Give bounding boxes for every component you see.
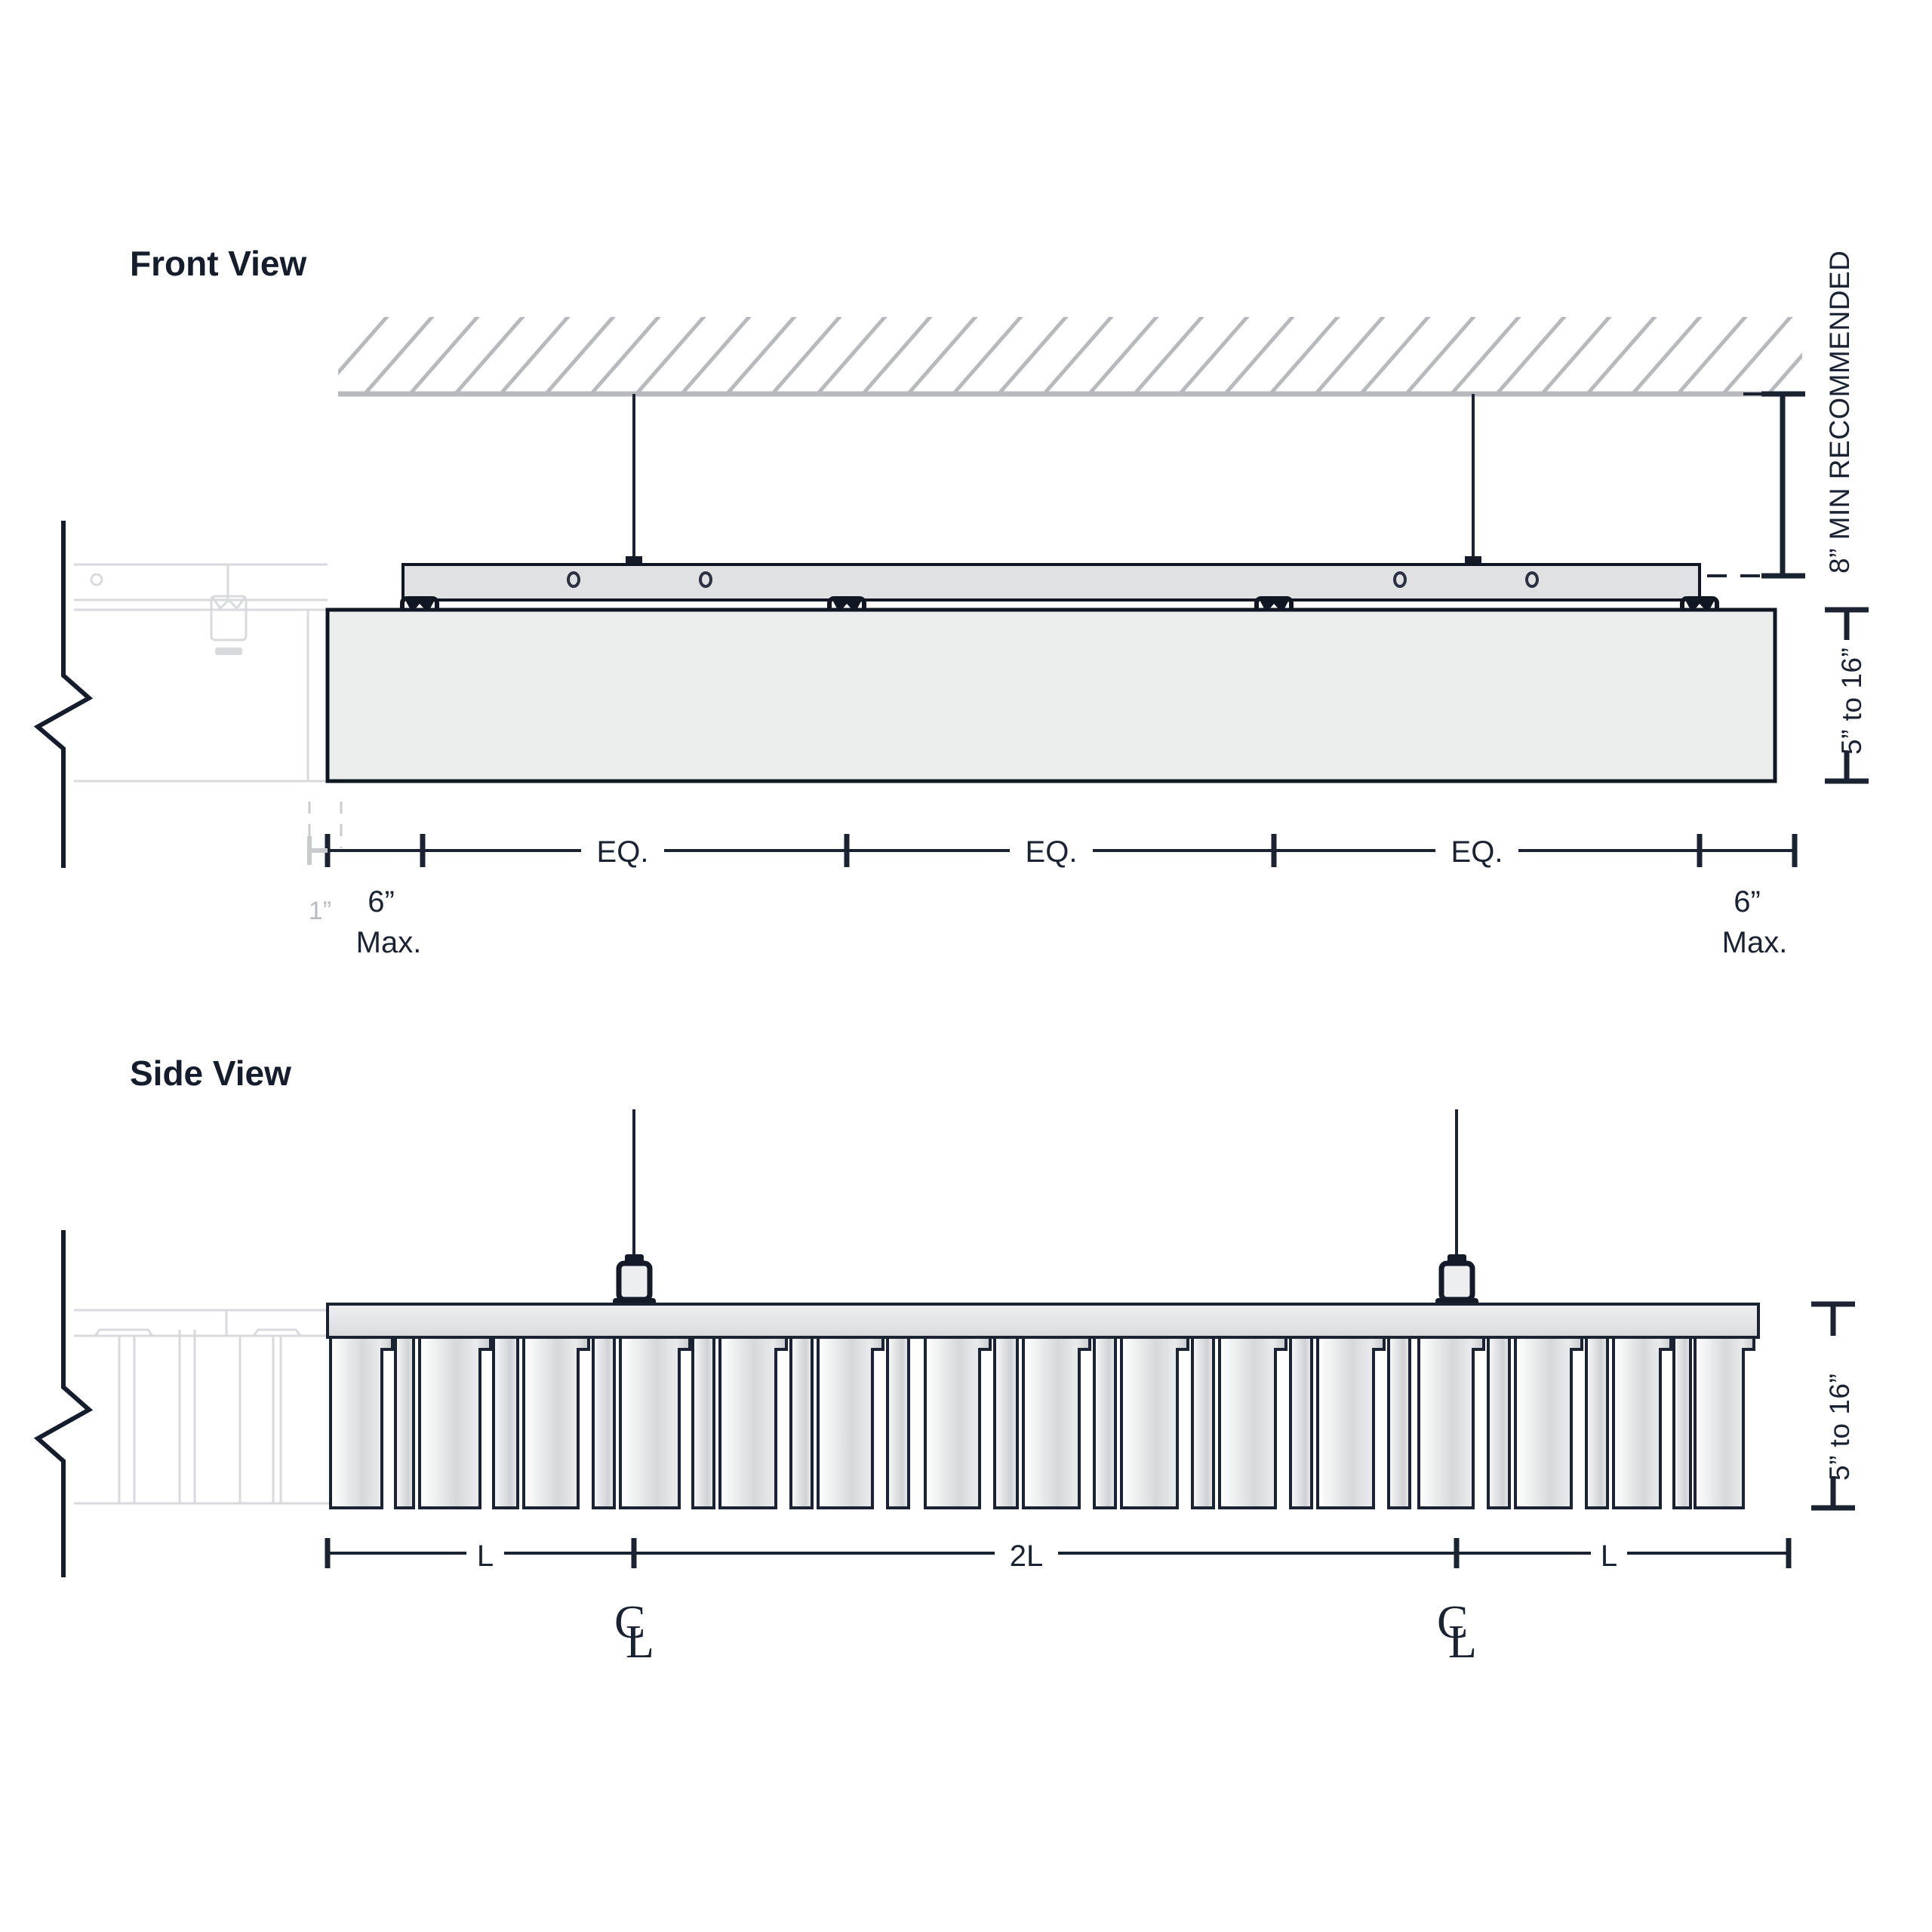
baffle-fin (1612, 1336, 1672, 1509)
baffle-fin (1022, 1336, 1091, 1509)
suspension-cable-side-right (1435, 1109, 1478, 1306)
ceiling-hatch (338, 317, 1802, 395)
break-symbol-side (33, 1230, 94, 1577)
suspension-cable-front-left (626, 394, 642, 567)
baffle-fin (1487, 1336, 1511, 1509)
centerline-l-glyph: L (1448, 1617, 1477, 1668)
mounting-rail (401, 563, 1701, 601)
baffle-fin (1514, 1336, 1583, 1509)
baffle-fin (1694, 1336, 1755, 1509)
baffle-fin (924, 1336, 992, 1509)
baffle-fin (993, 1336, 1019, 1509)
max-right-value: 6” (1734, 885, 1761, 918)
height-dimension-front (1825, 607, 1869, 784)
baffle-fin (1585, 1336, 1609, 1509)
min-recommended-label: 8” MIN RECOMMENDED (1824, 251, 1855, 574)
one-inch-label: 1” (309, 897, 331, 925)
baffle-fin (789, 1336, 814, 1509)
suspension-cable-front-right (1465, 394, 1481, 567)
baffle-fin (1191, 1336, 1215, 1509)
eq-label-2: EQ. (1026, 835, 1078, 869)
baffle-fin (718, 1336, 788, 1509)
baffle-fin-array (329, 1336, 1755, 1509)
centerline-c-glyph: C (1437, 1597, 1468, 1648)
span-label-2l: 2L (1010, 1540, 1044, 1573)
height-dimension-side (1811, 1301, 1855, 1511)
suspension-cable-side-left (613, 1109, 656, 1306)
min-recommended-dimension (1707, 391, 1805, 579)
centerline-symbol-right: C L (1437, 1597, 1477, 1668)
baffle-fin (1417, 1336, 1485, 1509)
centerline-c-glyph: C (614, 1597, 645, 1648)
fixture-top-plate-side (326, 1303, 1760, 1339)
baffle-fin (691, 1336, 715, 1509)
side-view-title: Side View (130, 1054, 291, 1093)
height-label-front: 5” to 16” (1836, 648, 1867, 755)
front-dimension-line (307, 834, 1798, 867)
front-ghost-continuation (74, 563, 343, 848)
baffle-fin (1120, 1336, 1189, 1509)
centerline-l-glyph: L (626, 1617, 654, 1668)
max-left-value: 6” (368, 885, 395, 918)
baffle-fin (522, 1336, 590, 1509)
baffle-fin (619, 1336, 691, 1509)
centerline-symbol-left: C L (614, 1597, 654, 1668)
span-label-l-right: L (1601, 1540, 1617, 1573)
front-view-title: Front View (130, 244, 307, 283)
baffle-fin (1093, 1336, 1117, 1509)
side-ghost-continuation (74, 1309, 332, 1505)
baffle-fin (329, 1336, 394, 1509)
span-label-l-left: L (477, 1540, 494, 1573)
baffle-fin (1218, 1336, 1287, 1509)
break-symbol-front (33, 521, 94, 868)
side-dimension-line (325, 1538, 1792, 1568)
baffle-fin (886, 1336, 910, 1509)
height-label-side: 5” to 16” (1824, 1374, 1855, 1481)
baffle-fin (1387, 1336, 1411, 1509)
baffle-fin (1672, 1336, 1692, 1509)
baffle-fin (418, 1336, 492, 1509)
baffle-fin (492, 1336, 519, 1509)
fixture-body-front (325, 608, 1777, 783)
baffle-fin (817, 1336, 884, 1509)
eq-label-1: EQ. (597, 835, 649, 869)
eq-label-3: EQ. (1451, 835, 1503, 869)
max-right-word: Max. (1722, 926, 1788, 959)
baffle-fin (1289, 1336, 1313, 1509)
baffle-fin (592, 1336, 616, 1509)
baffle-fin (1316, 1336, 1386, 1509)
baffle-fin (394, 1336, 415, 1509)
max-left-word: Max. (356, 926, 422, 959)
